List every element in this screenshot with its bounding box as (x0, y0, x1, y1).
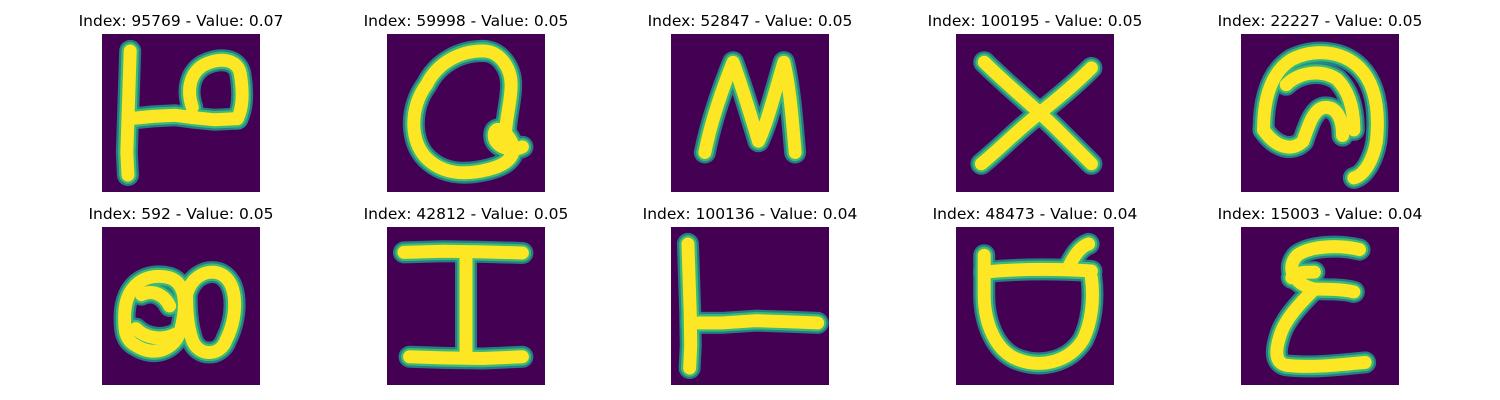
image-thumbnail (102, 227, 260, 385)
handwritten-letter-q-shape (387, 34, 545, 192)
handwritten-epsilon-shape (1241, 227, 1399, 385)
image-thumbnail (387, 227, 545, 385)
panel-title: Index: 95769 - Value: 0.07 (78, 12, 284, 30)
panel-title: Index: 52847 - Value: 0.05 (647, 12, 853, 30)
stroke-core (1270, 240, 1372, 373)
stroke-core (118, 265, 241, 359)
panel-title: Index: 48473 - Value: 0.04 (932, 205, 1138, 223)
image-thumbnail (1241, 227, 1399, 385)
stroke-core (681, 237, 825, 375)
handwritten-letter-i-shape (387, 227, 545, 385)
stroke-core (397, 244, 529, 365)
panel-title: Index: 22227 - Value: 0.05 (1217, 12, 1423, 30)
image-thumbnail (956, 34, 1114, 192)
image-thumbnail (671, 34, 829, 192)
image-thumbnail (1241, 34, 1399, 192)
handwritten-letter-n-shape (671, 34, 829, 192)
panel-title: Index: 15003 - Value: 0.04 (1217, 205, 1423, 223)
panel-title: Index: 59998 - Value: 0.05 (363, 12, 569, 30)
stroke-core (407, 44, 529, 180)
stroke-core (698, 55, 802, 159)
image-thumbnail (956, 227, 1114, 385)
handwritten-letter-x-shape (956, 34, 1114, 192)
panel-title: Index: 100136 - Value: 0.04 (642, 205, 858, 223)
panel-title: Index: 592 - Value: 0.05 (88, 205, 274, 223)
image-thumbnail (387, 34, 545, 192)
panel-title: Index: 100195 - Value: 0.05 (927, 12, 1143, 30)
stroke-core (977, 237, 1099, 370)
stroke-core (974, 55, 1098, 171)
stroke-core (120, 44, 249, 182)
handwritten-letter-p-shape (102, 34, 260, 192)
handwritten-cup-shape (956, 227, 1114, 385)
handwritten-letter-l-shape (671, 227, 829, 385)
handwritten-double-loop-shape (102, 227, 260, 385)
panel-title: Index: 42812 - Value: 0.05 (363, 205, 569, 223)
handwritten-arch-shape (1241, 34, 1399, 192)
image-thumbnail (671, 227, 829, 385)
image-thumbnail (102, 34, 260, 192)
stroke-core (1257, 46, 1384, 185)
